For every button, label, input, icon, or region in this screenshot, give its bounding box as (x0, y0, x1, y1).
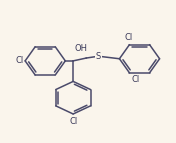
Text: Cl: Cl (69, 117, 77, 126)
Text: Cl: Cl (15, 56, 24, 65)
Text: Cl: Cl (131, 75, 139, 84)
Text: Cl: Cl (124, 33, 133, 42)
Text: S: S (96, 52, 101, 61)
Text: OH: OH (74, 44, 87, 53)
